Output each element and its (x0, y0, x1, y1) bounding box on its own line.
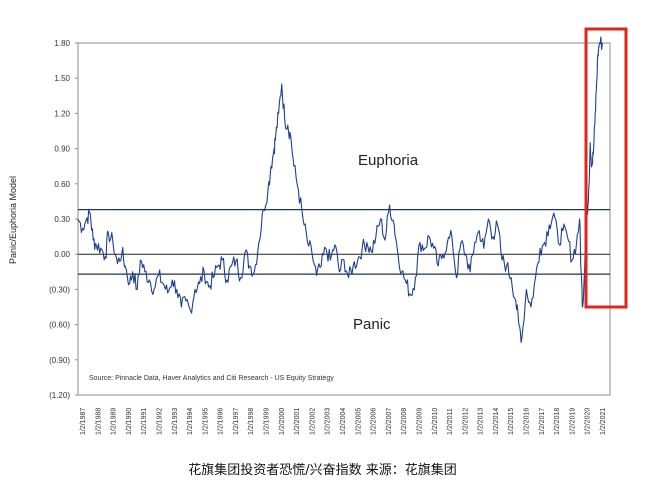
x-tick-label: 1/2/2008 (401, 408, 408, 435)
y-axis-ticks: 1.80 1.50 1.20 0.90 0.60 0.30 0.00 (0.30) (0.60)… (49, 39, 78, 400)
y-tick-label: 0.60 (54, 180, 70, 189)
panic-label: Panic (353, 316, 391, 333)
x-tick-label: 1/2/2001 (294, 408, 301, 435)
x-tick-label: 1/2/2000 (279, 408, 286, 435)
x-tick-label: 1/2/1999 (264, 408, 271, 435)
x-tick-label: 1/2/1995 (202, 408, 209, 435)
y-tick-label: 0.30 (54, 215, 70, 224)
x-tick-label: 1/2/2007 (386, 408, 393, 435)
highlight-box (584, 27, 628, 309)
y-axis-title: Panic/Euphoria Model (8, 176, 18, 264)
x-tick-label: 1/2/1998 (248, 408, 255, 435)
y-tick-label: (0.30) (49, 285, 70, 294)
y-tick-label: 1.50 (54, 74, 70, 83)
x-tick-label: 1/2/1988 (95, 408, 102, 435)
x-tick-label: 1/2/2016 (524, 408, 531, 435)
x-tick-label: 1/2/2012 (462, 408, 469, 435)
x-tick-label: 1/2/2013 (478, 408, 485, 435)
x-tick-label: 1/2/2020 (585, 408, 592, 435)
x-tick-label: 1/2/2005 (355, 408, 362, 435)
x-tick-label: 1/2/2009 (416, 408, 423, 435)
x-tick-label: 1/2/1991 (141, 408, 148, 435)
x-tick-label: 1/2/2010 (432, 408, 439, 435)
x-tick-label: 1/2/1989 (111, 408, 118, 435)
x-tick-label: 1/2/2014 (493, 408, 500, 435)
x-tick-label: 1/2/1997 (233, 408, 240, 435)
x-tick-label: 1/2/2018 (554, 408, 561, 435)
y-tick-label: 0.90 (54, 145, 70, 154)
source-note: Source: Pinnacle Data, Haver Analytics a… (89, 375, 334, 382)
series-line (77, 36, 603, 344)
x-tick-label: 1/2/1993 (172, 408, 179, 435)
x-tick-label: 1/2/2004 (340, 408, 347, 435)
x-tick-label: 1/2/1990 (126, 408, 133, 435)
y-tick-label: 1.80 (54, 39, 70, 48)
x-tick-label: 1/2/1996 (218, 408, 225, 435)
y-tick-label: (0.60) (49, 321, 70, 330)
x-tick-label: 1/2/1994 (187, 408, 194, 435)
threshold-lines (78, 208, 610, 275)
plot-area (77, 42, 611, 396)
figure-caption: 花旗集团投资者恐慌/兴奋指数 来源：花旗集团 (188, 463, 457, 478)
euphoria-label: Euphoria (358, 152, 419, 169)
x-tick-label: 1/2/2015 (508, 408, 515, 435)
x-tick-label: 1/2/1987 (80, 408, 87, 435)
y-tick-label: 1.20 (54, 109, 70, 118)
x-tick-label: 1/2/1992 (156, 408, 163, 435)
y-tick-label: (0.90) (49, 356, 70, 365)
x-tick-label: 1/2/2019 (569, 408, 576, 435)
x-tick-label: 1/2/2017 (539, 408, 546, 435)
x-tick-label: 1/2/2006 (371, 408, 378, 435)
x-axis-ticks: 1/2/1987 1/2/1988 1/2/1989 1/2/1990 1/2/1991… (80, 408, 607, 435)
x-tick-label: 1/2/2002 (309, 408, 316, 435)
x-tick-label: 1/2/2003 (325, 408, 332, 435)
y-tick-label: 0.00 (54, 250, 70, 259)
x-tick-label: 1/2/2011 (447, 408, 454, 435)
y-tick-label: (1.20) (49, 391, 70, 400)
x-tick-label: 1/2/2021 (600, 408, 607, 435)
